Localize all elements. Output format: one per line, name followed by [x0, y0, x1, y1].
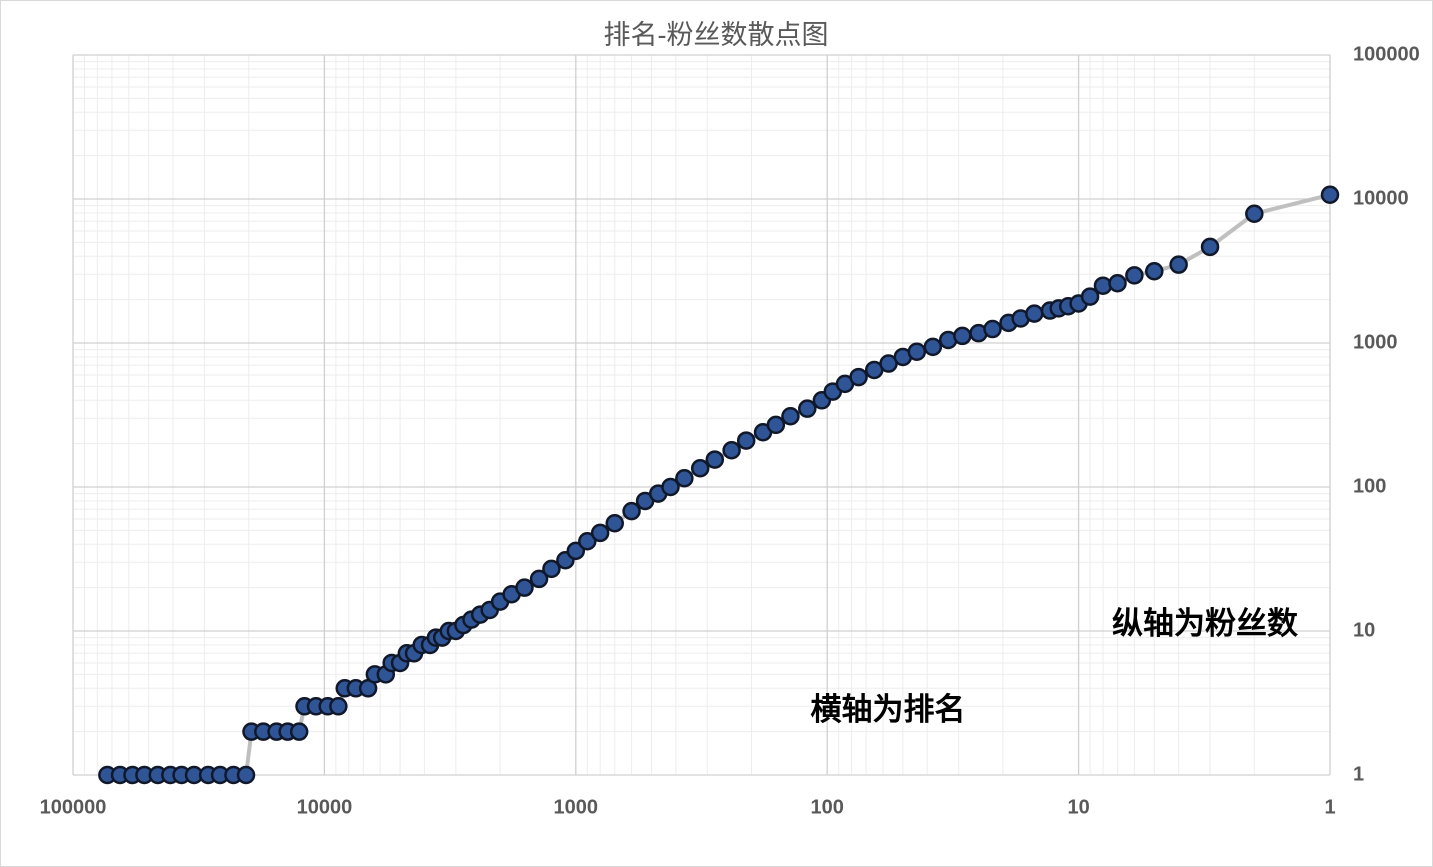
y-tick-label: 100000 [1353, 43, 1420, 65]
point [1145, 261, 1164, 281]
y-tick-label: 10000 [1353, 187, 1409, 209]
point [953, 326, 972, 346]
point [722, 440, 741, 460]
point [781, 406, 800, 426]
point [590, 523, 610, 543]
point [849, 367, 868, 387]
x-tick-label: 10000 [297, 796, 353, 818]
point [907, 342, 927, 361]
point [923, 337, 943, 357]
x-tick-label: 10 [1067, 796, 1089, 818]
point [1080, 287, 1100, 306]
point [983, 319, 1002, 339]
point [1169, 255, 1188, 274]
y-tick-label: 10 [1353, 619, 1375, 641]
point [1108, 273, 1127, 293]
point [578, 532, 597, 551]
grid: 100000 10000 1000 100 10 11 10 100 1000 10000 1000… [40, 43, 1420, 818]
point [1200, 237, 1220, 257]
point [605, 514, 624, 533]
x-tick-label: 100 [811, 796, 844, 818]
point [622, 501, 641, 521]
y-tick-label: 100 [1353, 475, 1386, 497]
point [736, 431, 756, 450]
point [1125, 266, 1144, 285]
x-tick-label: 1000 [554, 796, 599, 818]
point [236, 765, 256, 785]
point [566, 541, 586, 561]
point [1320, 185, 1340, 205]
y-tick-label: 1000 [1353, 331, 1398, 353]
plot [98, 185, 1340, 785]
point [529, 569, 549, 589]
annotation: 纵轴为粉丝数 [1112, 606, 1298, 641]
point [705, 450, 725, 469]
chart-title: 排名-粉丝数散点图 [604, 20, 829, 50]
point [798, 399, 817, 418]
point [1025, 304, 1044, 323]
point [661, 477, 680, 497]
x-tick-label: 1 [1324, 796, 1335, 818]
point [515, 578, 534, 597]
point [690, 458, 710, 478]
point [329, 697, 348, 716]
point [542, 559, 561, 579]
point [1245, 204, 1264, 223]
x-tick-label: 100000 [40, 796, 107, 818]
point [675, 469, 694, 488]
y-tick-label: 1 [1353, 763, 1364, 785]
point [1093, 276, 1113, 295]
point [766, 415, 786, 435]
annotation: 横轴为排名 [811, 692, 966, 727]
point [289, 722, 309, 741]
